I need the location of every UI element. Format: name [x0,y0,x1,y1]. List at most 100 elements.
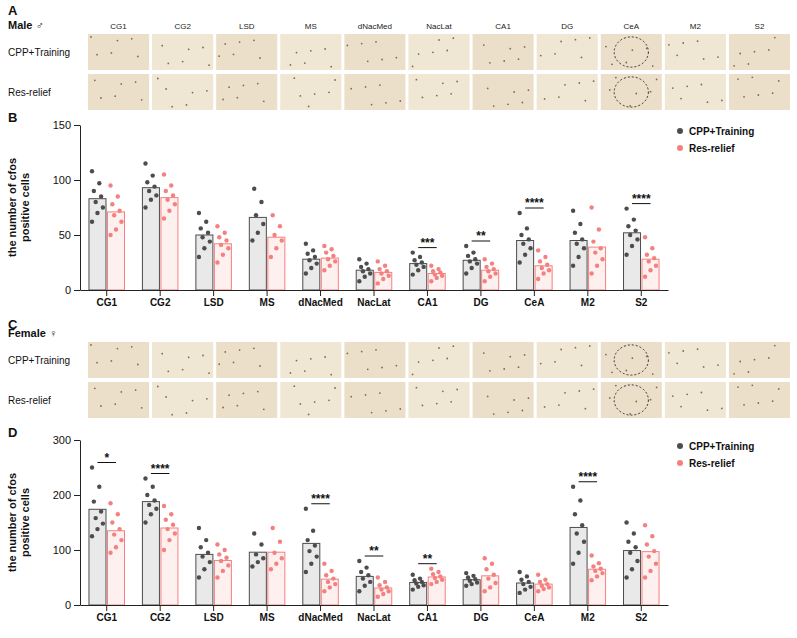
data-point [171,193,175,197]
tile-speck [257,391,259,393]
figure: AMale ♂CG1CG2LSDMSdNacMedNacLatCA1DGCeAM… [0,0,797,638]
legend: CPP+TrainingRes-relief [677,441,754,469]
tile-speck [509,356,511,358]
x-tick: CeA [524,290,544,308]
micrograph-tile [665,34,726,70]
data-point [197,575,201,579]
data-point [173,202,177,206]
micrograph-tile [729,342,790,378]
data-point [383,264,387,268]
data-point [517,570,521,574]
x-tick: M2 [581,290,595,308]
tile-speck [554,361,556,363]
data-point [151,485,155,489]
data-point [197,255,201,259]
tick-mark [74,550,80,551]
tile-speck [635,93,637,95]
data-point [543,255,547,259]
data-point [95,527,99,531]
data-point [643,575,647,579]
data-point [92,189,96,193]
tile-speck [117,348,119,350]
data-point [517,260,521,264]
data-point [386,589,390,593]
data-point [309,266,313,270]
tile-speck [682,350,684,352]
tile-speck [395,365,397,367]
data-point [654,562,658,566]
tile-speck [324,48,326,50]
data-point [278,224,282,228]
data-point [648,569,652,573]
tick-mark [106,290,107,296]
data-point [315,261,319,265]
data-point [226,563,230,567]
tile-speck [137,56,139,58]
tile-speck [379,392,381,394]
data-point [517,211,521,215]
data-point [305,538,309,542]
tick-mark [374,605,375,611]
tile-speck [422,405,424,407]
data-point [328,585,332,589]
data-point [274,246,278,250]
tick-mark [641,605,642,611]
tile-speck [611,371,613,373]
data-point [272,233,276,237]
legend-marker [677,128,683,134]
tile-speck [233,54,235,56]
data-point [436,267,440,271]
micrograph-tile [408,342,469,378]
data-point [464,584,468,588]
tile-speck [680,406,682,408]
chart: 0100200300CG1CG2LSDMSdNacMedNacLatCA1DGC… [6,425,754,623]
data-point [600,257,604,261]
data-point [652,256,656,260]
data-point [377,583,381,587]
bar [249,552,266,605]
tile-speck [717,364,719,366]
bar [410,582,427,605]
micrograph-tile [729,34,790,70]
tile-speck [361,351,363,353]
x-tick: LSD [204,290,224,308]
tile-speck [593,80,595,82]
tick-label: S2 [635,297,648,308]
data-point [315,554,319,558]
data-point [626,540,630,544]
micrograph-tile [88,382,149,418]
y-tick: 150 [53,119,80,131]
data-point [411,587,415,591]
data-point [486,269,490,273]
tile-speck [743,96,745,98]
data-point [368,271,372,275]
data-point [597,561,601,565]
data-point [108,233,112,237]
data-point [578,222,582,226]
tile-speck [222,99,224,101]
tile-speck [686,85,688,87]
bar [463,580,480,605]
tile-speck [314,93,316,95]
data-point [269,567,273,571]
tick-label: DG [473,297,488,308]
data-point [468,259,472,263]
tile-speck [293,385,295,387]
tile-speck [487,396,489,398]
tile-speck [697,348,699,350]
data-point [493,581,497,585]
tick-label: MS [260,612,275,623]
tile-speck [503,60,505,62]
tick-mark [320,290,321,296]
data-point [643,275,647,279]
tick-label: DG [473,612,488,623]
tile-speck [493,413,495,415]
micrograph-tile [473,74,534,110]
micrograph-tile [537,34,598,70]
axis-line [80,126,81,291]
data-point [117,527,121,531]
data-point [143,476,147,480]
data-point [628,233,632,237]
data-point [488,275,492,279]
tick-label: dNacMed [298,297,342,308]
